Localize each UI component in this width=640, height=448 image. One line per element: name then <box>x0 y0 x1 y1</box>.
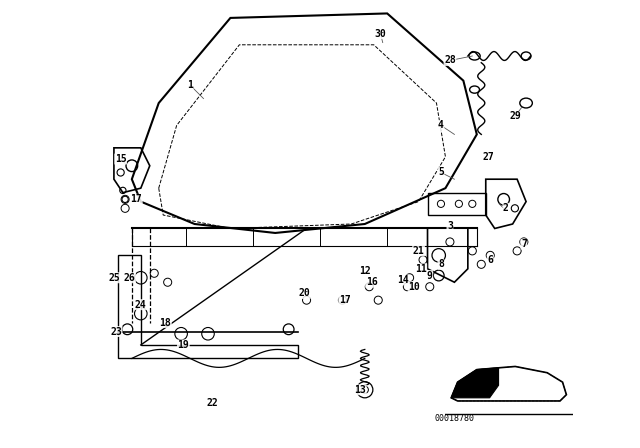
Text: 17: 17 <box>339 295 351 305</box>
Text: 1: 1 <box>187 80 193 90</box>
Text: 10: 10 <box>408 282 420 292</box>
Text: 5: 5 <box>438 168 444 177</box>
Text: 18: 18 <box>159 318 172 327</box>
Text: 19: 19 <box>177 340 189 350</box>
Text: 6: 6 <box>487 255 493 265</box>
Text: 8: 8 <box>438 259 444 269</box>
Text: 20: 20 <box>298 289 310 298</box>
Text: 11: 11 <box>415 264 427 274</box>
Text: 14: 14 <box>397 275 409 285</box>
Text: 27: 27 <box>482 152 494 162</box>
Text: 16: 16 <box>365 277 378 287</box>
Text: 26: 26 <box>124 273 136 283</box>
Text: 25: 25 <box>108 273 120 283</box>
Text: 4: 4 <box>438 121 444 130</box>
Text: 9: 9 <box>427 271 433 280</box>
Text: 29: 29 <box>509 112 521 121</box>
Text: 7: 7 <box>521 239 527 249</box>
Text: 15: 15 <box>115 154 127 164</box>
Text: 28: 28 <box>444 56 456 65</box>
Text: 00018780: 00018780 <box>435 414 474 423</box>
Text: 23: 23 <box>110 327 122 336</box>
Text: 3: 3 <box>447 221 453 231</box>
Polygon shape <box>451 368 499 398</box>
Text: 30: 30 <box>374 29 387 39</box>
Text: 22: 22 <box>207 398 218 408</box>
Text: 12: 12 <box>359 266 371 276</box>
Text: 24: 24 <box>135 300 147 310</box>
Text: 21: 21 <box>413 246 424 256</box>
Text: 13: 13 <box>355 385 366 395</box>
Text: 2: 2 <box>503 203 509 213</box>
Text: 17: 17 <box>131 194 142 204</box>
